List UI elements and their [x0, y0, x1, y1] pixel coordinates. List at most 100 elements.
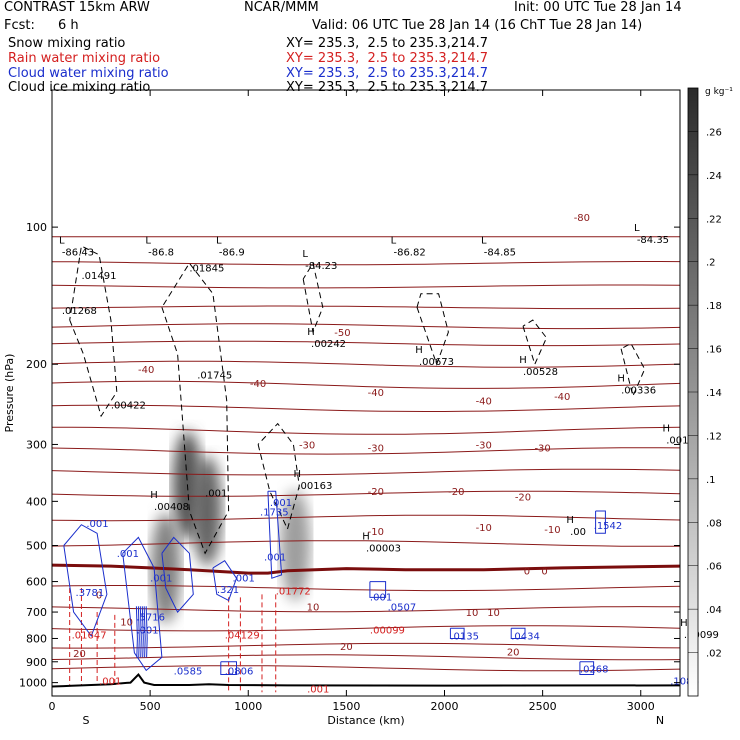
extremum-value: -86.43	[62, 248, 94, 259]
x-tick-label: 500	[140, 700, 161, 713]
cloud-water-contour	[122, 536, 163, 672]
extremum-marker: H	[362, 531, 370, 542]
colorbar-tick-label: .22	[706, 214, 722, 225]
y-tick-label: 300	[26, 438, 47, 451]
cloud-water-value: .0434	[511, 632, 540, 643]
temperature-label: 10	[307, 602, 320, 613]
temperature-label: -40	[554, 392, 570, 403]
cloud-water-value: .001	[270, 498, 292, 509]
cloud-water-contour	[137, 606, 140, 658]
temperature-label: 10	[487, 608, 500, 619]
temperature-label: 20	[507, 648, 520, 659]
isotherm	[52, 404, 680, 412]
extremum-value: -86.82	[393, 248, 425, 259]
forecast-label: Fcst:	[4, 18, 35, 33]
temperature-label: 10	[466, 608, 479, 619]
cloud-water-value: .1735	[260, 508, 289, 519]
extremum-marker: H	[680, 618, 688, 629]
isotherm	[52, 585, 680, 592]
temperature-label: -20	[515, 492, 531, 503]
temperature-label: -80	[574, 213, 590, 224]
temperature-label: -30	[299, 440, 315, 451]
colorbar-tick-label: .02	[706, 649, 722, 660]
cloud-water-value: .001	[264, 553, 286, 564]
extremum-value: .00673	[419, 357, 454, 368]
cloud-water-value: .3781	[76, 588, 105, 599]
x-tick-label: 1500	[332, 700, 360, 713]
cloud-ice-value: .01745	[197, 371, 232, 382]
y-tick-label: 500	[26, 539, 47, 552]
temperature-label: -40	[138, 365, 154, 376]
temperature-label: -20	[368, 487, 384, 498]
field-rain-name: Rain water mixing ratio	[8, 51, 161, 66]
temperature-label: -10	[368, 527, 384, 538]
north-label: N	[656, 714, 664, 727]
cloud-water-contour	[595, 510, 606, 534]
organization: NCAR/MMM	[244, 0, 319, 15]
y-axis-label: Pressure (hPa)	[3, 354, 16, 433]
field-cloudice-name: Cloud ice mixing ratio	[8, 80, 151, 95]
isotherm	[52, 642, 680, 649]
temperature-label: -50	[334, 328, 350, 339]
temperature-label: -30	[368, 444, 384, 455]
temperature-label: 20	[340, 642, 353, 653]
extremum-value: .00336	[621, 386, 656, 397]
colorbar-tick-label: .08	[706, 518, 722, 529]
extremum-marker: L	[391, 236, 397, 247]
extremum-marker: H	[519, 355, 527, 366]
extremum-marker: L	[59, 236, 65, 247]
y-tick-label: 200	[26, 358, 47, 371]
isotherm	[52, 340, 680, 347]
field-cloudwater-name: Cloud water mixing ratio	[8, 66, 169, 81]
isotherm	[52, 360, 680, 368]
cloud-water-contour	[145, 606, 148, 658]
cloud-water-value: .001	[86, 519, 108, 530]
valid-time: Valid: 06 UTC Tue 28 Jan 14 (16 ChT Tue …	[312, 18, 643, 33]
snow-cell	[192, 456, 223, 567]
isotherm	[52, 625, 680, 632]
cloud-water-value: .321	[217, 585, 239, 596]
rain-value: .00099	[370, 625, 405, 636]
colorbar-tick-label: .26	[706, 127, 722, 138]
colorbar-tick-label: .04	[706, 605, 722, 616]
isotherm	[52, 284, 680, 289]
isotherm	[52, 665, 680, 672]
extremum-marker: H	[566, 515, 574, 526]
temperature-label: -10	[544, 525, 560, 536]
cloud-water-value: .5716	[136, 612, 165, 623]
cloud-water-contour	[135, 606, 138, 658]
colorbar-tick-label: .2	[706, 258, 716, 269]
colorbar-tick-label: .24	[706, 171, 722, 182]
isotherm	[52, 514, 680, 522]
cloud-water-contour	[161, 536, 194, 613]
field-cloudwater-xy: XY= 235.3, 2.5 to 235.3,214.7	[286, 66, 489, 81]
x-tick-label: 2500	[529, 700, 557, 713]
extremum-marker: H	[415, 345, 423, 356]
x-tick-label: 1000	[234, 700, 262, 713]
y-tick-label: 100	[26, 221, 47, 234]
extremum-value: .00003	[366, 543, 401, 554]
cloud-water-value: .001	[136, 625, 158, 636]
isotherm	[52, 323, 680, 330]
terrain-line	[52, 672, 680, 688]
cloud-water-contour	[220, 661, 237, 675]
colorbar-tick-label: .16	[706, 345, 722, 356]
cloud-water-contour	[143, 606, 146, 658]
cloud-water-contour	[510, 627, 526, 639]
extremum-value: -84.23	[305, 261, 337, 272]
colorbar: .02 .04 .06 .08 .1 .12 .14 .16 .18 .2 .22 .24 .26	[687, 87, 722, 697]
cloud-ice-value: .00422	[111, 400, 146, 411]
isotherm	[52, 261, 680, 266]
field-rain-xy: XY= 235.3, 2.5 to 235.3,214.7	[286, 51, 489, 66]
temperature-label: 0	[524, 567, 530, 578]
field-snow-xy: XY= 235.3, 2.5 to 235.3,214.7	[286, 36, 489, 51]
extremum-marker: L	[634, 223, 640, 234]
temperature-label: -30	[476, 440, 492, 451]
extremum-value: .00	[570, 527, 586, 538]
isotherm	[52, 654, 680, 661]
extremum-marker: H	[617, 374, 625, 385]
cloud-ice-contour	[161, 262, 230, 555]
cloud-water-value: .0268	[580, 664, 609, 675]
temperature-label: -40	[476, 396, 492, 407]
extremum-marker: H	[150, 490, 158, 501]
